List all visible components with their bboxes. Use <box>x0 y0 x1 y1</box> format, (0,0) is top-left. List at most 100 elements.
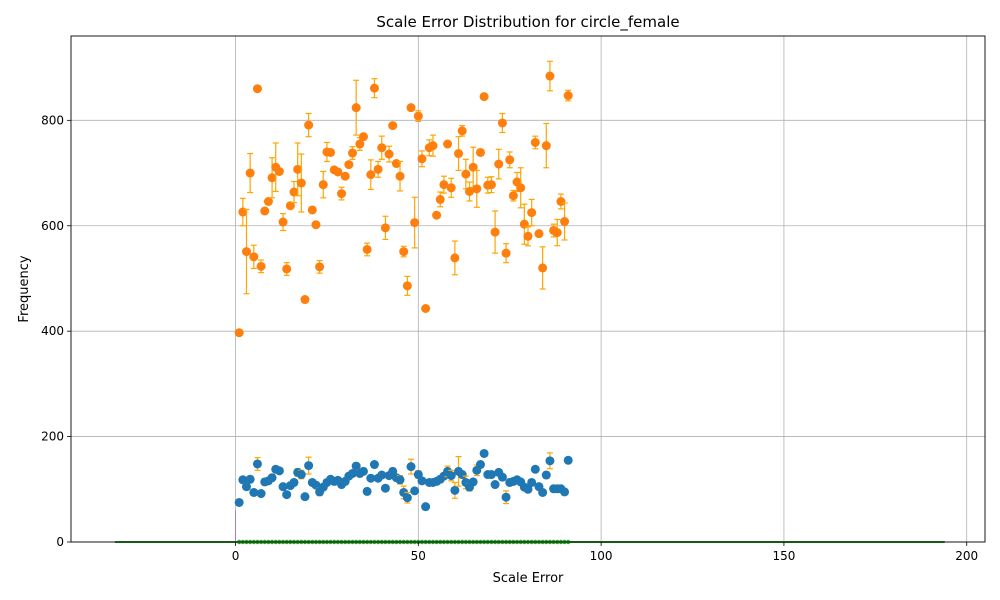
data-point <box>541 470 551 480</box>
data-point <box>380 483 390 493</box>
data-point <box>252 459 262 469</box>
data-point <box>402 281 412 291</box>
data-point <box>508 191 518 201</box>
data-point <box>413 111 423 121</box>
data-point <box>333 167 343 177</box>
data-point <box>523 231 533 241</box>
data-point <box>443 139 453 149</box>
data-point <box>399 247 409 257</box>
data-point <box>541 141 551 151</box>
data-point <box>497 472 507 482</box>
data-point <box>410 218 420 228</box>
data-point <box>267 473 277 483</box>
data-point <box>417 476 427 486</box>
data-point <box>432 210 442 220</box>
data-point <box>402 493 412 503</box>
series-lower <box>234 448 573 512</box>
data-point <box>479 92 489 102</box>
plot-frame <box>70 35 986 543</box>
data-point <box>304 120 314 130</box>
data-point <box>373 164 383 174</box>
data-point <box>417 154 427 164</box>
data-point <box>494 159 504 169</box>
data-point <box>348 148 358 158</box>
data-point <box>282 264 292 274</box>
data-point <box>428 141 438 151</box>
data-point <box>256 489 266 499</box>
data-point <box>380 223 390 233</box>
data-point <box>395 475 405 485</box>
data-point <box>439 180 449 190</box>
data-point <box>421 502 431 512</box>
data-point <box>450 485 460 495</box>
data-point <box>563 91 573 101</box>
data-point <box>300 295 310 305</box>
x-tick-label: 200 <box>955 549 978 563</box>
y-axis-title: Frequency <box>17 255 32 322</box>
data-point <box>457 470 467 480</box>
data-point <box>450 253 460 263</box>
data-point <box>300 492 310 502</box>
data-point <box>311 220 321 230</box>
data-point <box>274 466 284 476</box>
axes: 0 50 100 150 200 0 200 400 600 800 <box>41 113 978 563</box>
data-point <box>245 168 255 178</box>
data-point <box>344 160 354 170</box>
data-point <box>530 137 540 147</box>
data-point <box>289 477 299 487</box>
data-point <box>282 490 292 500</box>
data-point <box>538 263 548 273</box>
data-point <box>326 147 336 157</box>
data-point <box>479 448 489 458</box>
data-point <box>410 486 420 496</box>
data-point <box>538 487 548 497</box>
data-point <box>311 480 321 490</box>
data-point <box>351 103 361 113</box>
data-point <box>406 103 416 113</box>
x-tick-label: 100 <box>590 549 613 563</box>
data-point <box>472 184 482 194</box>
data-point <box>388 121 398 131</box>
data-point <box>337 189 347 199</box>
data-point <box>497 118 507 128</box>
data-point <box>249 252 259 262</box>
data-point <box>358 466 368 476</box>
data-point <box>475 460 485 470</box>
data-point <box>377 143 387 153</box>
chart-title: Scale Error Distribution for circle_fema… <box>376 13 679 32</box>
data-point <box>446 471 456 481</box>
data-point <box>563 455 573 465</box>
data-point <box>340 171 350 181</box>
y-tick-label: 600 <box>41 219 64 233</box>
data-point <box>560 217 570 227</box>
data-point <box>552 228 562 238</box>
data-point <box>486 470 496 480</box>
data-point <box>318 180 328 190</box>
x-axis-title: Scale Error <box>493 571 564 586</box>
data-point <box>527 477 537 487</box>
data-point <box>234 497 244 507</box>
data-point <box>315 262 325 272</box>
data-point <box>296 470 306 480</box>
data-point <box>366 170 376 180</box>
data-point <box>267 173 277 183</box>
data-point <box>465 186 475 196</box>
data-point <box>406 462 416 472</box>
data-point <box>252 84 262 94</box>
data-point <box>278 217 288 227</box>
x-tick-label: 50 <box>411 549 426 563</box>
data-point <box>355 139 365 149</box>
data-point <box>285 201 295 211</box>
data-point <box>501 248 511 258</box>
data-point <box>238 475 248 485</box>
data-point <box>527 208 537 218</box>
x-tick-label: 150 <box>772 549 795 563</box>
data-point <box>293 164 303 174</box>
data-point <box>366 473 376 483</box>
data-point <box>395 171 405 181</box>
data-point <box>545 71 555 81</box>
data-point <box>454 149 464 159</box>
data-point <box>461 169 471 179</box>
